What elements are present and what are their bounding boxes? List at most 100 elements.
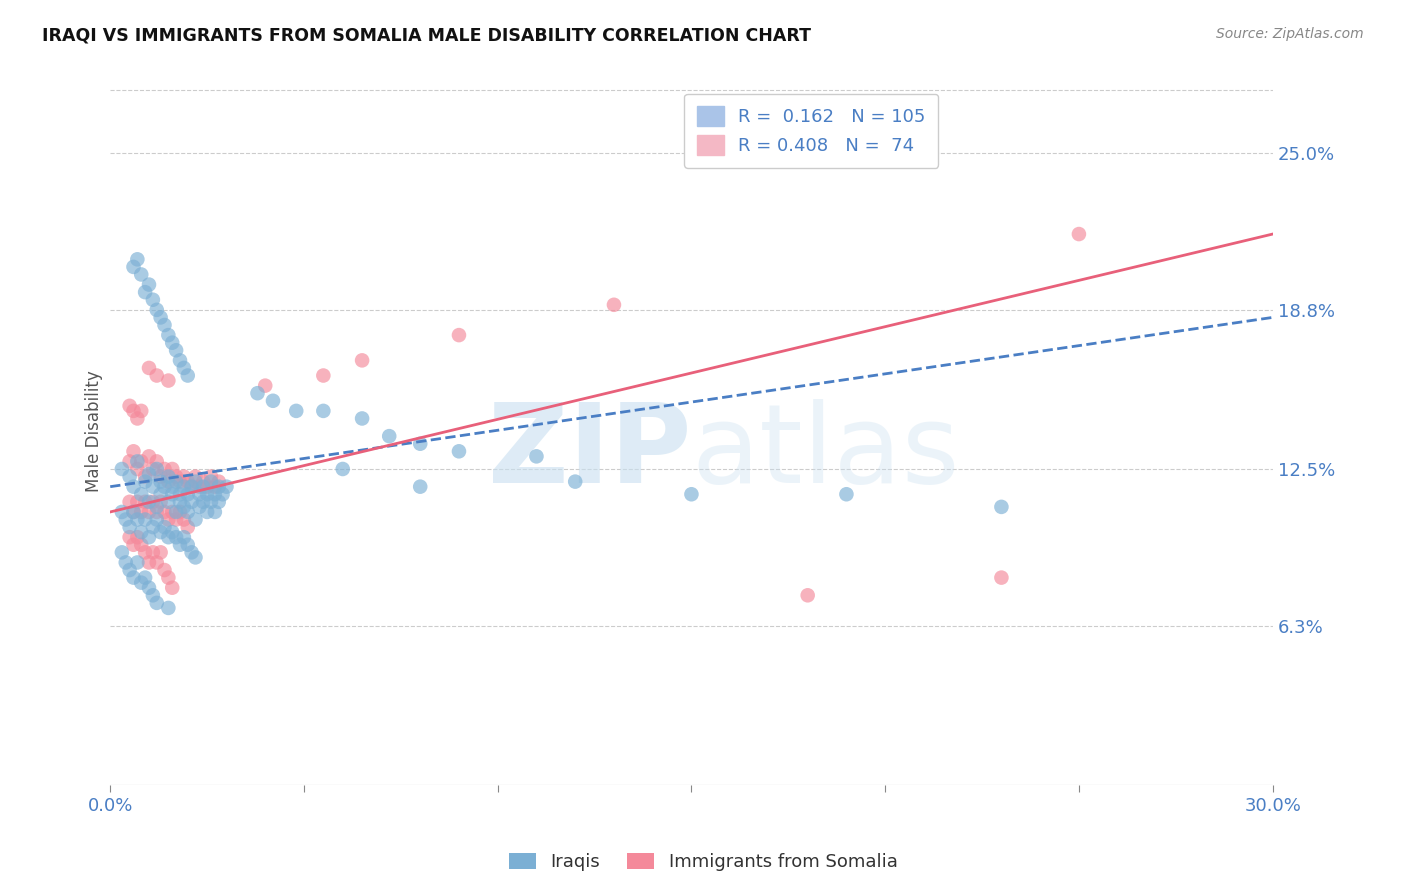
Point bbox=[129, 575, 152, 590]
Point bbox=[138, 467, 160, 481]
Point bbox=[188, 480, 211, 494]
Point bbox=[122, 571, 145, 585]
Y-axis label: Male Disability: Male Disability bbox=[86, 370, 103, 492]
Point bbox=[177, 368, 200, 383]
Point bbox=[142, 480, 165, 494]
Point bbox=[118, 399, 141, 413]
Point bbox=[134, 469, 156, 483]
Point bbox=[129, 454, 152, 468]
Point bbox=[122, 505, 145, 519]
Text: Source: ZipAtlas.com: Source: ZipAtlas.com bbox=[1216, 27, 1364, 41]
Point bbox=[211, 487, 233, 501]
Point bbox=[564, 475, 586, 489]
Point bbox=[138, 581, 160, 595]
Point bbox=[118, 469, 141, 483]
Point bbox=[145, 512, 167, 526]
Point bbox=[184, 512, 207, 526]
Point bbox=[149, 487, 172, 501]
Point bbox=[122, 538, 145, 552]
Point bbox=[145, 368, 167, 383]
Point bbox=[352, 353, 374, 368]
Point bbox=[122, 444, 145, 458]
Point bbox=[162, 525, 184, 540]
Point bbox=[447, 444, 470, 458]
Point bbox=[129, 268, 152, 282]
Point bbox=[193, 495, 215, 509]
Point bbox=[173, 480, 195, 494]
Point bbox=[157, 328, 180, 343]
Point bbox=[134, 495, 156, 509]
Legend: Iraqis, Immigrants from Somalia: Iraqis, Immigrants from Somalia bbox=[502, 846, 904, 879]
Point bbox=[127, 411, 149, 425]
Point bbox=[796, 588, 818, 602]
Point bbox=[138, 530, 160, 544]
Point bbox=[312, 368, 335, 383]
Point bbox=[162, 487, 184, 501]
Point bbox=[153, 505, 176, 519]
Point bbox=[200, 475, 222, 489]
Point bbox=[145, 462, 167, 476]
Point bbox=[127, 454, 149, 468]
Legend: R =  0.162   N = 105, R = 0.408   N =  74: R = 0.162 N = 105, R = 0.408 N = 74 bbox=[683, 94, 938, 168]
Point bbox=[145, 596, 167, 610]
Point bbox=[165, 505, 187, 519]
Point bbox=[204, 480, 226, 494]
Point bbox=[122, 480, 145, 494]
Point bbox=[173, 500, 195, 514]
Point bbox=[254, 378, 277, 392]
Point bbox=[145, 505, 167, 519]
Point bbox=[1067, 227, 1090, 241]
Point bbox=[169, 353, 191, 368]
Point bbox=[173, 360, 195, 375]
Point bbox=[526, 450, 548, 464]
Point bbox=[118, 454, 141, 468]
Point bbox=[162, 581, 184, 595]
Point bbox=[129, 487, 152, 501]
Point bbox=[127, 495, 149, 509]
Point bbox=[603, 298, 626, 312]
Point bbox=[157, 495, 180, 509]
Point bbox=[134, 571, 156, 585]
Point bbox=[177, 505, 200, 519]
Point bbox=[177, 487, 200, 501]
Point bbox=[184, 550, 207, 565]
Point bbox=[127, 462, 149, 476]
Point bbox=[184, 475, 207, 489]
Point bbox=[142, 462, 165, 476]
Point bbox=[177, 475, 200, 489]
Point bbox=[149, 475, 172, 489]
Point bbox=[208, 475, 231, 489]
Point bbox=[134, 545, 156, 559]
Point bbox=[835, 487, 858, 501]
Point bbox=[157, 475, 180, 489]
Point bbox=[193, 480, 215, 494]
Point bbox=[138, 360, 160, 375]
Point bbox=[153, 480, 176, 494]
Point bbox=[145, 454, 167, 468]
Point bbox=[990, 500, 1012, 514]
Point bbox=[165, 475, 187, 489]
Point bbox=[134, 475, 156, 489]
Point bbox=[145, 500, 167, 514]
Point bbox=[118, 563, 141, 577]
Point bbox=[162, 505, 184, 519]
Point bbox=[145, 556, 167, 570]
Point bbox=[165, 512, 187, 526]
Point bbox=[378, 429, 401, 443]
Point bbox=[184, 469, 207, 483]
Point bbox=[138, 556, 160, 570]
Point bbox=[195, 480, 218, 494]
Point bbox=[149, 495, 172, 509]
Point bbox=[142, 588, 165, 602]
Point bbox=[157, 469, 180, 483]
Point bbox=[118, 495, 141, 509]
Point bbox=[173, 512, 195, 526]
Point bbox=[111, 462, 134, 476]
Point bbox=[142, 293, 165, 307]
Point bbox=[153, 563, 176, 577]
Point bbox=[246, 386, 269, 401]
Point bbox=[162, 480, 184, 494]
Point bbox=[409, 436, 432, 450]
Point bbox=[145, 302, 167, 317]
Point bbox=[208, 495, 231, 509]
